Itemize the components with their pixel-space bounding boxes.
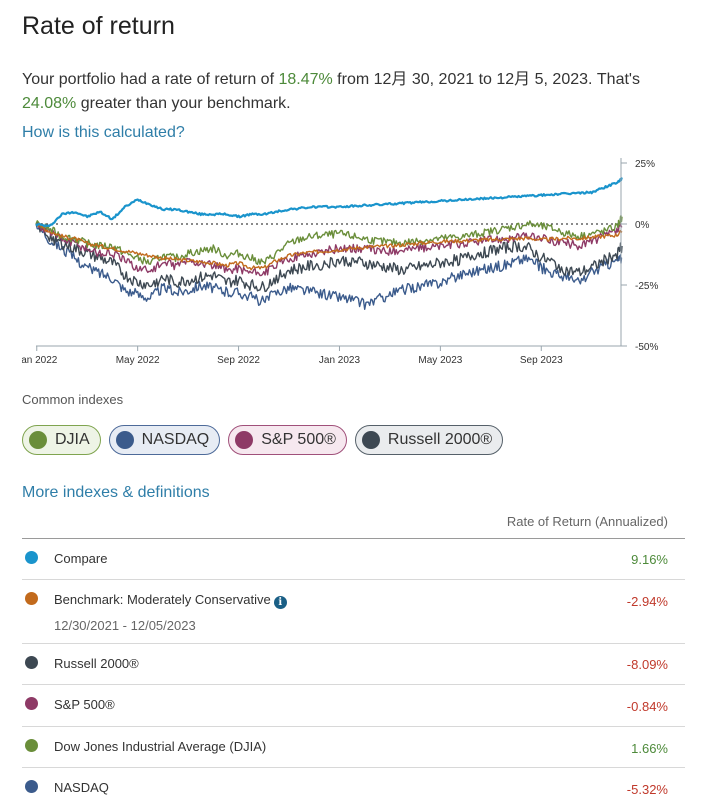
table-row-sp500: S&P 500® -0.84% bbox=[22, 685, 685, 727]
table-row-benchmark: Benchmark: Moderately Conservative i 12/3… bbox=[22, 580, 685, 644]
series-line bbox=[35, 223, 623, 271]
benchmark-date-range: 12/30/2021 - 12/05/2023 bbox=[54, 618, 196, 633]
row-value: -8.09% bbox=[626, 657, 668, 672]
index-chip-russell-2000[interactable]: Russell 2000® bbox=[354, 425, 504, 455]
color-dot-icon bbox=[25, 592, 38, 605]
chart-axes: 25% 0% -25% -50% Jan 2022 May 2022 Sep 2022 Jan… bbox=[22, 158, 658, 366]
row-value: -2.94% bbox=[626, 594, 668, 609]
page-title: Rate of return bbox=[22, 12, 175, 40]
y-tick-label: -25% bbox=[635, 281, 658, 292]
row-label: NASDAQ bbox=[54, 780, 109, 795]
row-value: -5.32% bbox=[626, 782, 668, 797]
rate-of-return-header: Rate of Return (Annualized) bbox=[506, 514, 668, 529]
table-row-russell-2000: Russell 2000® -8.09% bbox=[22, 644, 685, 685]
series-line bbox=[35, 177, 623, 228]
summary-text: greater than your benchmark. bbox=[76, 95, 291, 112]
row-value: 9.16% bbox=[631, 552, 668, 567]
color-dot-icon bbox=[115, 431, 134, 449]
portfolio-rate: 18.47% bbox=[278, 71, 333, 88]
y-tick-label: 25% bbox=[635, 159, 655, 170]
color-dot-icon bbox=[235, 431, 254, 449]
x-tick-label: Sep 2023 bbox=[520, 355, 563, 366]
row-label: Benchmark: Moderately Conservative i bbox=[54, 592, 287, 609]
x-tick-label: Sep 2022 bbox=[217, 355, 260, 366]
table-row-djia: Dow Jones Industrial Average (DJIA) 1.66… bbox=[22, 727, 685, 768]
series-line bbox=[35, 221, 623, 277]
chart-series bbox=[35, 177, 623, 311]
row-label: Compare bbox=[54, 551, 108, 566]
chip-label: S&P 500® bbox=[261, 431, 336, 448]
y-tick-label: 0% bbox=[635, 220, 650, 231]
color-dot-icon bbox=[25, 656, 38, 669]
color-dot-icon bbox=[25, 780, 38, 793]
series-line bbox=[35, 223, 623, 311]
index-chip-nasdaq[interactable]: NASDAQ bbox=[108, 425, 221, 455]
x-tick-label: Jan 2022 bbox=[22, 355, 58, 366]
row-label-text: Benchmark: Moderately Conservative bbox=[54, 592, 271, 607]
return-chart: 25% 0% -25% -50% Jan 2022 May 2022 Sep 2022 Jan… bbox=[22, 158, 658, 366]
return-summary: Your portfolio had a rate of return of 1… bbox=[22, 68, 692, 116]
common-indexes-label: Common indexes bbox=[22, 392, 124, 407]
x-tick-label: May 2023 bbox=[418, 355, 462, 366]
rate-of-return-table: Compare 9.16% Benchmark: Moderately Cons… bbox=[22, 538, 685, 802]
series-line bbox=[35, 214, 623, 266]
row-label: Dow Jones Industrial Average (DJIA) bbox=[54, 739, 267, 754]
color-dot-icon bbox=[25, 697, 38, 710]
row-label: Russell 2000® bbox=[54, 656, 139, 671]
summary-text: from 12月 30, 2021 to 12月 5, 2023. That's bbox=[332, 71, 640, 88]
color-dot-icon bbox=[25, 551, 38, 564]
benchmark-difference: 24.08% bbox=[22, 95, 77, 112]
chip-label: Russell 2000® bbox=[387, 431, 493, 448]
color-dot-icon bbox=[25, 739, 38, 752]
index-chips: DJIA NASDAQ S&P 500® Russell 2000® bbox=[22, 425, 504, 455]
how-calculated-link[interactable]: How is this calculated? bbox=[22, 124, 185, 141]
y-tick-label: -50% bbox=[635, 342, 658, 353]
chip-label: NASDAQ bbox=[141, 431, 210, 448]
color-dot-icon bbox=[361, 431, 380, 449]
chip-label: DJIA bbox=[55, 431, 90, 448]
x-tick-label: May 2022 bbox=[116, 355, 160, 366]
x-tick-label: Jan 2023 bbox=[319, 355, 361, 366]
more-indexes-link[interactable]: More indexes & definitions bbox=[22, 484, 210, 501]
series-line bbox=[35, 222, 623, 293]
index-chip-sp500[interactable]: S&P 500® bbox=[228, 425, 347, 455]
index-chip-djia[interactable]: DJIA bbox=[22, 425, 101, 455]
table-row-compare: Compare 9.16% bbox=[22, 539, 685, 580]
row-value: 1.66% bbox=[631, 741, 668, 756]
table-row-nasdaq: NASDAQ -5.32% bbox=[22, 768, 685, 802]
color-dot-icon bbox=[29, 431, 47, 449]
row-label: S&P 500® bbox=[54, 697, 115, 712]
summary-text: Your portfolio had a rate of return of bbox=[22, 71, 279, 88]
row-value: -0.84% bbox=[626, 699, 668, 714]
info-icon[interactable]: i bbox=[273, 596, 287, 609]
